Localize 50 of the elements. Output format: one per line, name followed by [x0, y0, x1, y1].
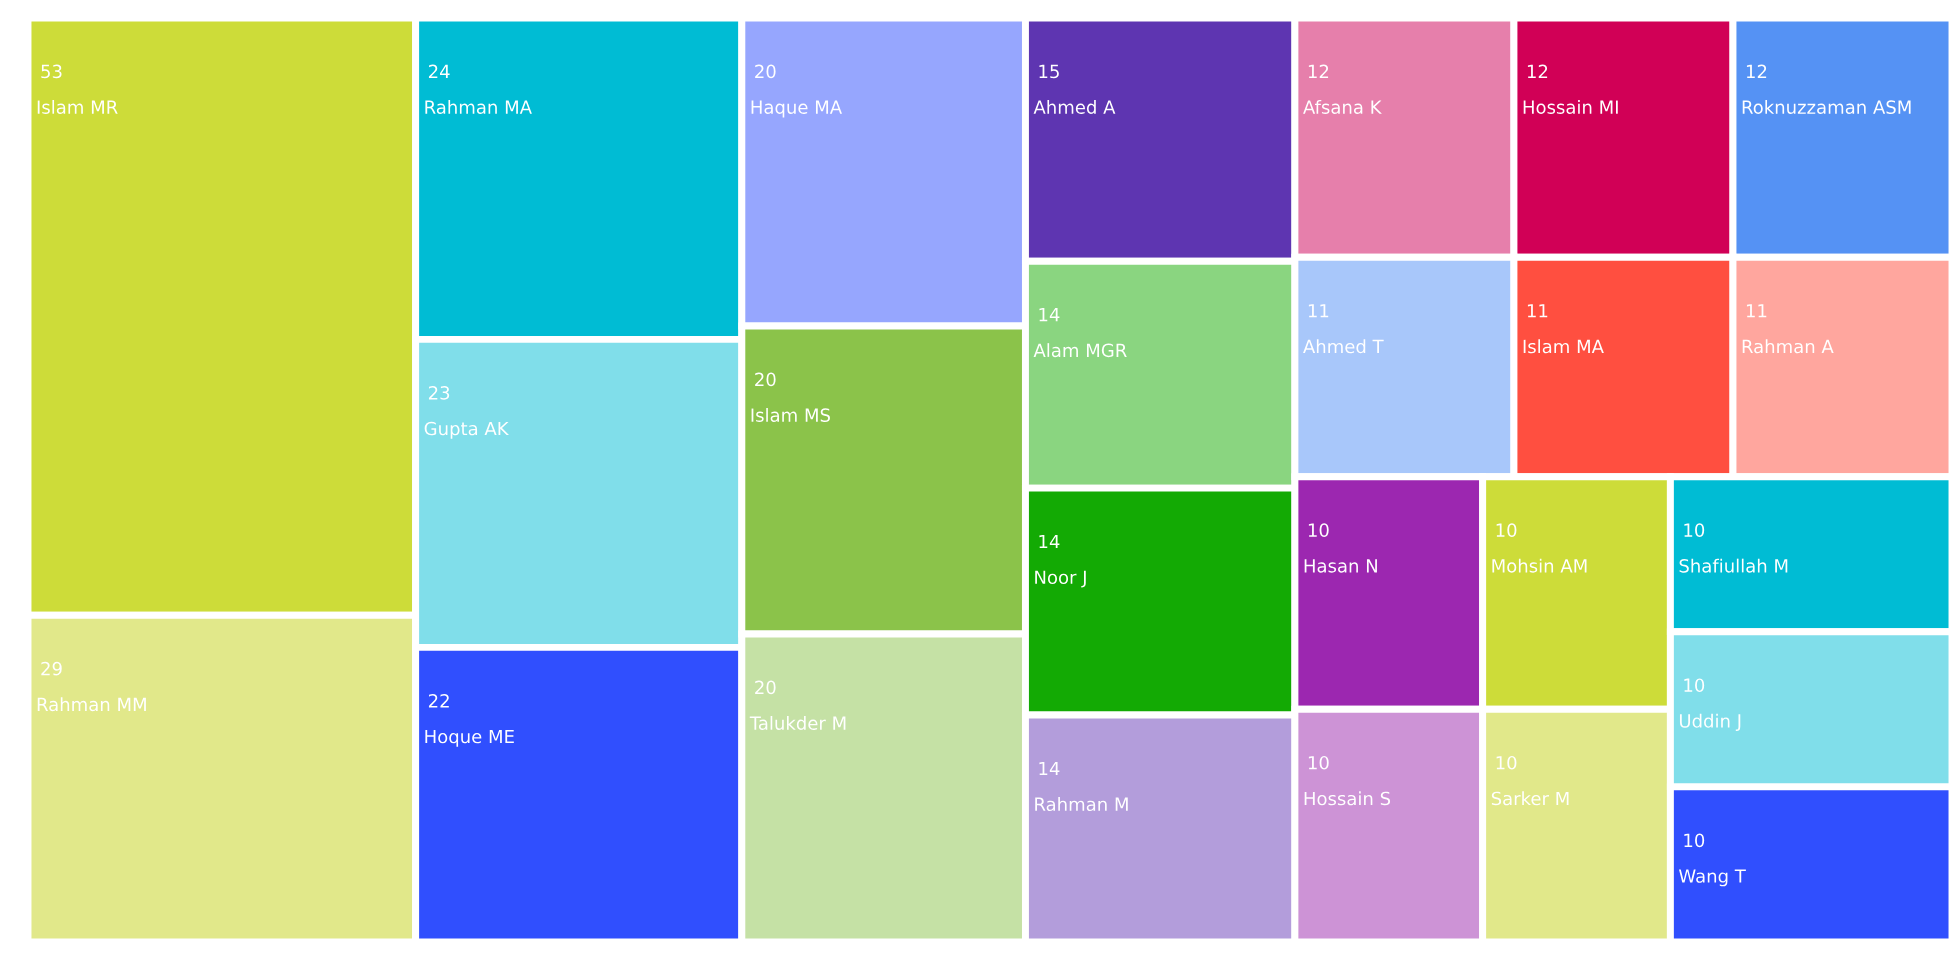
data-label: 10 — [1684, 523, 1705, 537]
category-label: Islam MR — [37, 100, 118, 114]
data-label: 29 — [41, 661, 62, 676]
category-label: Sarker M — [1491, 791, 1569, 806]
data-label: 11 — [1746, 304, 1767, 318]
category-label: Islam MA — [1523, 339, 1604, 354]
category-label: Noor J — [1035, 570, 1086, 588]
data-label: 10 — [1684, 833, 1705, 848]
data-label: 14 — [1039, 534, 1060, 549]
data-label: 10 — [1496, 523, 1517, 537]
category-label: Roknuzzaman ASM — [1742, 100, 1911, 114]
category-label: Haque MA — [751, 100, 842, 118]
data-label: 23 — [428, 385, 450, 400]
data-label: 20 — [755, 64, 776, 79]
data-label: 12 — [1308, 64, 1329, 78]
category-label: Wang T — [1678, 869, 1746, 887]
data-label: 15 — [1039, 64, 1059, 79]
category-label: Afsana K — [1303, 100, 1382, 114]
data-label: 14 — [1039, 307, 1060, 322]
data-label: 53 — [41, 64, 62, 79]
data-label: 14 — [1039, 761, 1060, 776]
category-label: Hoque ME — [425, 729, 514, 747]
category-label: Hossain S — [1304, 791, 1391, 806]
data-label: 10 — [1308, 755, 1329, 770]
category-label: Rahman MM — [37, 697, 146, 712]
data-label: 11 — [1308, 304, 1329, 318]
data-label: 11 — [1527, 304, 1548, 318]
category-label: Shafiullah M — [1679, 558, 1788, 573]
data-label: 20 — [755, 680, 776, 695]
category-label: Uddin J — [1679, 713, 1741, 732]
data-label: 22 — [428, 693, 449, 708]
category-label: Rahman M — [1035, 797, 1128, 812]
data-label: 10 — [1496, 755, 1517, 770]
data-label: 24 — [428, 64, 450, 78]
category-label: Ahmed T — [1303, 339, 1384, 354]
category-label: Rahman A — [1742, 339, 1834, 354]
data-label: 12 — [1527, 64, 1548, 78]
category-label: Islam MS — [751, 408, 830, 422]
category-label: Hasan N — [1304, 559, 1377, 573]
data-label: 10 — [1308, 523, 1329, 537]
category-label: Ahmed A — [1033, 100, 1116, 114]
category-label: Alam MGR — [1033, 343, 1127, 358]
data-label: 10 — [1684, 678, 1705, 693]
category-label: Hossain MI — [1523, 100, 1618, 114]
data-label: 20 — [755, 372, 776, 387]
category-label: Mohsin AM — [1492, 558, 1587, 573]
data-label: 12 — [1746, 64, 1767, 78]
category-label: Talukder M — [749, 716, 846, 730]
category-label: Gupta AK — [424, 421, 509, 439]
category-label: Rahman MA — [425, 100, 532, 114]
